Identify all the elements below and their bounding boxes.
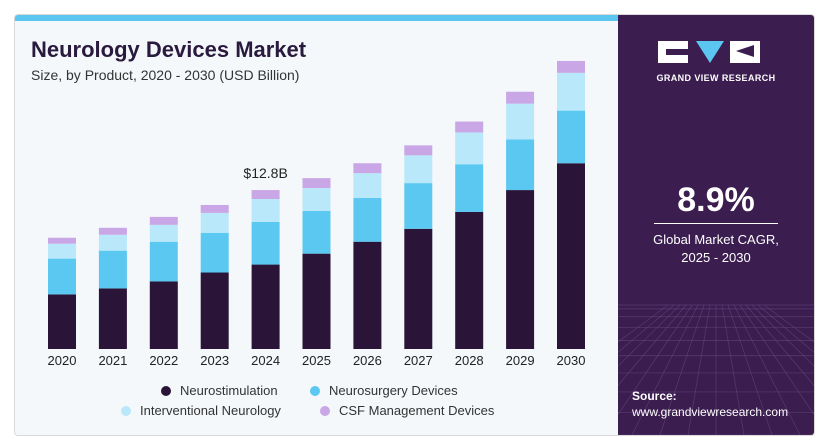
x-tick-label: 2023: [200, 353, 229, 368]
x-tick-label: 2024: [251, 353, 280, 368]
bar-segment-2026-1: [353, 198, 382, 242]
x-tick-label: 2027: [404, 353, 433, 368]
bar-segment-2026-2: [353, 173, 382, 199]
bar-segment-2022-0: [149, 281, 178, 349]
brand-panel: GRAND VIEW RESEARCH 8.9% Global Market C…: [618, 15, 814, 435]
bar-segment-2029-2: [506, 103, 535, 140]
bar-segment-2024-0: [251, 264, 280, 349]
bar-segment-2023-3: [200, 204, 229, 213]
cagr-label: Global Market CAGR, 2025 - 2030: [618, 231, 814, 267]
bar-segment-2025-0: [302, 253, 331, 349]
bar-segment-2030-1: [557, 110, 585, 164]
bar-segment-2029-3: [506, 91, 535, 104]
bar-segment-2026-3: [353, 163, 382, 174]
bar-segment-2021-0: [98, 288, 127, 349]
chart-subtitle: Size, by Product, 2020 - 2030 (USD Billi…: [31, 67, 300, 83]
x-tick-label: 2025: [302, 353, 331, 368]
brand-name: GRAND VIEW RESEARCH: [656, 73, 776, 83]
cagr-label-line2: 2025 - 2030: [681, 250, 751, 265]
bar-segment-2020-2: [48, 243, 76, 259]
bar-segment-2026-0: [353, 241, 382, 349]
bar-segment-2027-0: [404, 228, 433, 349]
bar-segment-2020-1: [48, 258, 76, 295]
bar-segment-2024-1: [251, 221, 280, 265]
decorative-grid-graphic: [618, 304, 814, 435]
bar-segment-2030-0: [557, 163, 585, 349]
x-tick-label: 2029: [506, 353, 535, 368]
x-tick-label: 2022: [149, 353, 178, 368]
accent-top-bar: [15, 15, 618, 21]
x-tick-label: 2030: [557, 353, 586, 368]
bar-segment-2023-0: [200, 272, 229, 349]
gvr-logo-icon: [658, 41, 760, 63]
bar-segment-2025-3: [302, 178, 331, 189]
bar-segment-2025-2: [302, 188, 331, 211]
cagr-label-line1: Global Market CAGR,: [653, 232, 779, 247]
bar-segment-2029-1: [506, 139, 535, 191]
bar-segment-2020-0: [48, 294, 76, 349]
bar-segment-2029-0: [506, 190, 535, 349]
source-label: Source:: [632, 389, 677, 403]
stacked-bar-chart: 2020 2021 2022 2023 2024 $12.8B 2025 2026 2027 20…: [48, 60, 586, 368]
bar-segment-2027-2: [404, 155, 433, 184]
bar-segment-2027-3: [404, 145, 433, 156]
x-tick-label: 2026: [353, 353, 382, 368]
bar-segment-2028-3: [455, 121, 484, 133]
x-tick-label: 2021: [98, 353, 127, 368]
bar-segment-2025-1: [302, 210, 331, 254]
bar-segment-2020-3: [48, 237, 76, 244]
bar-segment-2028-2: [455, 132, 484, 165]
bar-segment-2023-2: [200, 212, 229, 233]
bar-segment-2021-2: [98, 234, 127, 251]
bar-segment-2021-1: [98, 250, 127, 289]
x-tick-label: 2028: [455, 353, 484, 368]
bar-segment-2027-1: [404, 183, 433, 229]
cagr-divider: [654, 223, 778, 224]
source-url: www.grandviewresearch.com: [632, 405, 789, 419]
bar-segment-2030-2: [557, 72, 585, 111]
bar-segment-2022-3: [149, 216, 178, 225]
chart-title: Neurology Devices Market: [31, 37, 307, 62]
bar-segment-2021-3: [98, 227, 127, 235]
bar-segment-2024-2: [251, 199, 280, 222]
x-tick-label: 2020: [48, 353, 77, 368]
bar-segment-2030-3: [557, 60, 585, 73]
cagr-value: 8.9%: [677, 181, 755, 219]
bar-segment-2023-1: [200, 232, 229, 273]
bar-segment-2028-0: [455, 211, 484, 349]
bar-segment-2022-2: [149, 224, 178, 242]
chart-card: Neurology Devices Market Size, by Produc…: [14, 14, 815, 436]
bar-segment-2022-1: [149, 241, 178, 282]
bar-segment-2028-1: [455, 164, 484, 212]
data-annotation: $12.8B: [243, 165, 287, 181]
bar-segment-2024-3: [251, 190, 280, 200]
